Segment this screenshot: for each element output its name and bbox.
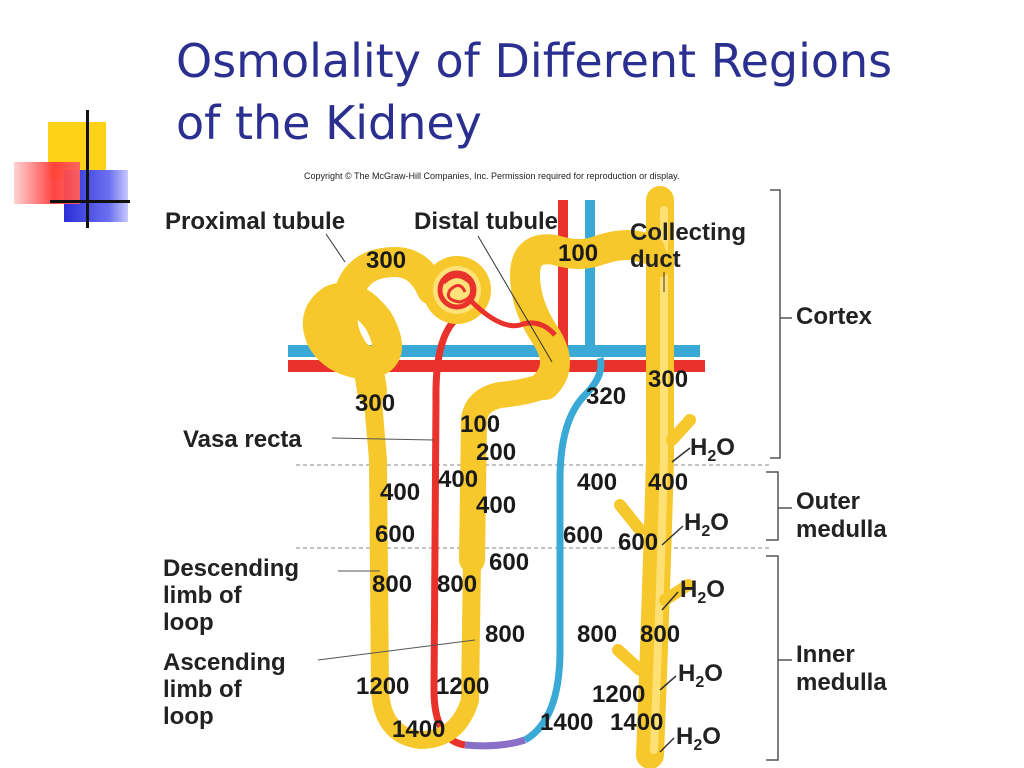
collecting-duct-branch-1	[666, 414, 696, 446]
value-desc-400: 400	[380, 479, 420, 506]
value-cd-1200: 1200	[592, 681, 645, 708]
value-vasa-600: 600	[563, 522, 603, 549]
ascending-leader	[317, 639, 476, 661]
cortex-bracket	[770, 189, 781, 459]
h2o-label-1: H2O	[690, 434, 735, 465]
label-ascending-3: loop	[163, 703, 214, 730]
h2o-label-2: H2O	[684, 509, 729, 540]
proximal-tubule	[302, 247, 447, 405]
deco-horizontal-line	[50, 200, 130, 203]
label-vasa-recta: Vasa recta	[183, 426, 302, 453]
label-proximal-tubule: Proximal tubule	[165, 208, 345, 235]
value-cd-800: 800	[640, 621, 680, 648]
label-outer-medulla-1: Outer	[796, 488, 860, 515]
vasa-recta-leader	[331, 437, 435, 441]
label-ascending-2: limb of	[163, 676, 243, 703]
value-cd-300: 300	[648, 366, 688, 393]
value-asc-800a: 800	[437, 571, 477, 598]
h2o-2-h: H	[684, 509, 701, 536]
label-distal-tubule: Distal tubule	[414, 208, 558, 235]
distal-tubule	[510, 230, 665, 400]
h2o-1-h: H	[690, 434, 707, 461]
value-cd-600: 600	[618, 529, 658, 556]
h2o-4-h: H	[678, 660, 695, 687]
deco-red-square	[14, 162, 80, 204]
value-cd-400: 400	[648, 469, 688, 496]
value-distal-100: 100	[558, 240, 598, 267]
h2o-label-3: H2O	[680, 576, 725, 607]
h2o-2-o: O	[710, 509, 729, 536]
value-asc-800b: 800	[485, 621, 525, 648]
value-asc-600: 600	[489, 549, 529, 576]
label-outer-medulla-2: medulla	[796, 516, 887, 543]
afferent-arteriole	[468, 298, 557, 337]
value-vasa-800: 800	[577, 621, 617, 648]
value-asc-400b: 400	[476, 492, 516, 519]
h2o-1-sub: 2	[707, 448, 716, 465]
h2o-1-o: O	[716, 434, 735, 461]
distal-leader	[477, 235, 553, 363]
label-descending-3: loop	[163, 609, 214, 636]
inner-medulla-bracket	[766, 555, 779, 761]
label-descending-1: Descending	[163, 555, 299, 582]
value-asc-100: 100	[460, 411, 500, 438]
label-collecting-duct-1: Collecting	[630, 219, 746, 246]
h2o-2-sub: 2	[701, 523, 710, 540]
copyright-notice: Copyright © The McGraw-Hill Companies, I…	[304, 171, 680, 181]
h2o-arrow-1	[671, 447, 691, 463]
glomerulus-capillaries	[437, 270, 477, 310]
value-desc-800: 800	[372, 571, 412, 598]
distal-to-duct	[628, 238, 672, 277]
h2o-5-sub: 2	[693, 737, 702, 754]
label-inner-medulla-2: medulla	[796, 669, 887, 696]
value-loop-1400: 1400	[392, 716, 445, 743]
vertical-vein	[585, 200, 601, 357]
collecting-duct-shade	[650, 206, 668, 754]
value-vasa-320: 320	[586, 383, 626, 410]
value-desc-1200: 1200	[356, 673, 409, 700]
collecting-duct-branch-2	[614, 499, 646, 536]
proximal-leader	[325, 233, 346, 263]
slide-title: Osmolality of Different Regions of the K…	[176, 30, 996, 154]
glomerulus-coil	[442, 275, 474, 304]
label-descending-2: limb of	[163, 582, 243, 609]
h2o-5-o: O	[702, 723, 721, 750]
vasa-recta-ascending	[523, 357, 605, 744]
h2o-3-o: O	[706, 576, 725, 603]
title-line-1: Osmolality of Different Regions	[176, 34, 893, 88]
value-asc-400a: 400	[438, 466, 478, 493]
outer-medulla-bracket	[766, 471, 779, 541]
deco-vertical-line	[86, 110, 89, 228]
value-cd-1400: 1400	[610, 709, 663, 736]
collecting-duct-branch-4	[612, 644, 646, 676]
h2o-5-h: H	[676, 723, 693, 750]
h2o-3-sub: 2	[697, 590, 706, 607]
h2o-arrow-2	[661, 525, 684, 546]
h2o-arrow-3	[661, 591, 679, 611]
value-vasa-1400: 1400	[540, 709, 593, 736]
label-collecting-duct-2: duct	[630, 246, 681, 273]
value-desc-300: 300	[355, 390, 395, 417]
value-asc-200: 200	[476, 439, 516, 466]
label-cortex: Cortex	[796, 303, 873, 330]
h2o-arrow-5	[659, 737, 675, 753]
h2o-label-4: H2O	[678, 660, 723, 691]
descending-limb	[363, 381, 481, 750]
h2o-4-sub: 2	[695, 674, 704, 691]
value-prox-300: 300	[366, 247, 406, 274]
h2o-label-5: H2O	[676, 723, 721, 754]
h2o-3-h: H	[680, 576, 697, 603]
title-line-2: of the Kidney	[176, 96, 482, 150]
value-desc-600: 600	[375, 521, 415, 548]
value-asc-1200: 1200	[436, 673, 489, 700]
label-ascending-1: Ascending	[163, 649, 286, 676]
h2o-arrow-4	[659, 675, 677, 691]
h2o-4-o: O	[704, 660, 723, 687]
collecting-duct-branch-3	[659, 579, 694, 606]
label-inner-medulla-1: Inner	[796, 641, 855, 668]
value-vasa-400: 400	[577, 469, 617, 496]
vasa-recta-bottom	[464, 736, 527, 750]
